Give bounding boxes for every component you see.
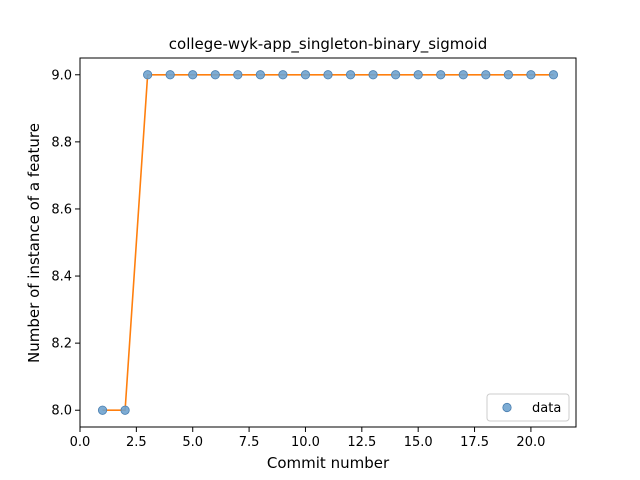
y-tick-label: 8.2 bbox=[51, 337, 72, 352]
x-tick-label: 12.5 bbox=[347, 435, 376, 450]
data-point bbox=[548, 70, 559, 80]
data-point bbox=[143, 70, 153, 80]
y-tick-label: 8.8 bbox=[51, 135, 72, 150]
legend-label-data: data bbox=[532, 401, 561, 416]
x-tick-label: 17.5 bbox=[460, 435, 489, 450]
x-axis: 0.0 2.5 5.0 7.5 10.0 12.5 15.0 17.5 20.0 bbox=[70, 427, 545, 450]
data-point bbox=[97, 405, 108, 415]
plot-area bbox=[97, 70, 559, 415]
data-point bbox=[255, 70, 265, 80]
y-tick-label: 8.0 bbox=[51, 404, 72, 419]
x-tick-label: 15.0 bbox=[404, 435, 433, 450]
data-point bbox=[278, 70, 288, 80]
legend: data bbox=[486, 393, 570, 422]
data-point bbox=[165, 70, 175, 80]
x-tick-label: 20.0 bbox=[516, 435, 545, 450]
x-tick-label: 5.0 bbox=[182, 435, 203, 450]
data-point bbox=[345, 70, 356, 80]
x-tick-label: 7.5 bbox=[239, 435, 260, 450]
data-point bbox=[413, 70, 423, 80]
x-tick-label: 10.0 bbox=[291, 435, 320, 450]
legend-marker-data bbox=[502, 402, 512, 413]
data-point bbox=[368, 70, 378, 80]
y-tick-label: 8.4 bbox=[51, 270, 72, 285]
x-axis-label: Commit number bbox=[267, 454, 390, 472]
legend-box bbox=[486, 393, 570, 422]
data-point bbox=[481, 70, 491, 80]
data-point bbox=[436, 70, 446, 80]
y-tick-label: 9.0 bbox=[51, 68, 72, 83]
x-tick-label: 2.5 bbox=[126, 435, 147, 450]
data-point bbox=[503, 70, 513, 80]
y-tick-label: 8.6 bbox=[51, 202, 72, 217]
y-axis: 8.0 8.2 8.4 8.6 8.8 9.0 bbox=[51, 68, 80, 419]
x-tick-label: 0.0 bbox=[70, 435, 91, 450]
y-axis-label: Number of instance of a feature bbox=[25, 123, 43, 363]
data-point bbox=[526, 70, 536, 80]
axes-frame bbox=[79, 57, 577, 428]
data-point bbox=[188, 70, 198, 80]
data-point bbox=[458, 70, 468, 80]
chart-title: college-wyk-app_singleton-binary_sigmoid bbox=[169, 35, 487, 54]
data-point bbox=[233, 70, 243, 80]
data-point bbox=[120, 405, 130, 415]
data-point bbox=[210, 70, 220, 80]
data-point bbox=[300, 70, 311, 80]
data-point bbox=[391, 70, 401, 80]
data-point bbox=[323, 70, 333, 80]
